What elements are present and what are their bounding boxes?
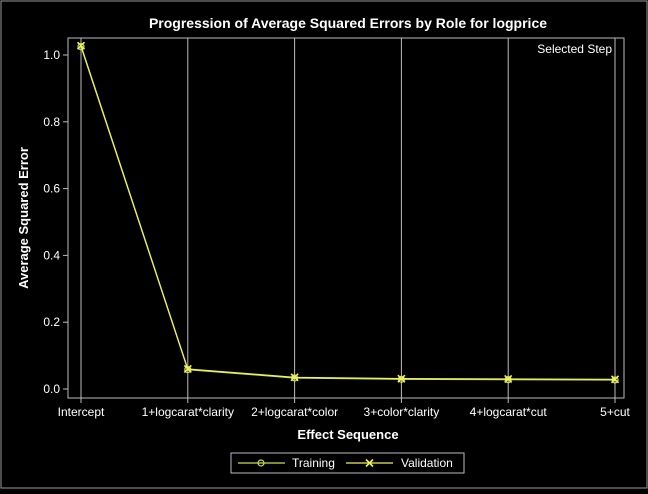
- y-tick-label: 0.6: [43, 182, 60, 196]
- x-marker-stroke: [76, 41, 86, 50]
- x-axis: Intercept 1+logcarat*clarity 2+logcarat*co…: [58, 398, 631, 419]
- data-point-training: [504, 376, 512, 384]
- legend-marker-validation: [365, 458, 374, 468]
- legend-label-training: Training: [292, 456, 335, 470]
- x-tick-label: 1+logcarat*clarity: [142, 405, 234, 419]
- y-tick-label: 0.8: [43, 115, 60, 129]
- data-point-validation: [76, 41, 86, 50]
- data-point-validation: [183, 364, 192, 374]
- legend: Training Validation: [230, 452, 465, 474]
- x-axis-title: Effect Sequence: [297, 427, 398, 442]
- legend-marker-training: [257, 459, 265, 467]
- x-marker-stroke: [183, 364, 192, 374]
- chart-title: Progression of Average Squared Errors by…: [149, 15, 547, 31]
- x-marker-stroke: [290, 373, 299, 382]
- grid-lines: [80, 38, 616, 398]
- data-point-training: [397, 375, 405, 383]
- data-point-validation: [397, 374, 406, 383]
- data-point-validation: [504, 374, 513, 384]
- x-tick-label: 5+cut: [600, 405, 630, 419]
- y-axis: 0.0 0.2 0.4 0.6 0.8 1.0: [43, 48, 68, 396]
- legend-label-validation: Validation: [401, 456, 453, 470]
- y-tick-label: 0.4: [43, 248, 60, 262]
- y-axis-title: Average Squared Error: [16, 147, 31, 289]
- x-marker-stroke: [365, 458, 374, 468]
- x-tick-label: 3+color*clarity: [364, 405, 440, 419]
- data-point-validation: [290, 373, 299, 382]
- x-marker-stroke: [504, 374, 513, 384]
- data-point-validation: [610, 375, 620, 384]
- x-marker-stroke: [610, 375, 620, 384]
- data-point-training: [611, 376, 619, 384]
- x-tick-label: 4+logcarat*cut: [470, 405, 548, 419]
- y-tick-label: 0.2: [43, 315, 60, 329]
- y-tick-label: 1.0: [43, 48, 60, 62]
- series-group: [76, 41, 620, 384]
- selected-step-label: Selected Step: [537, 42, 612, 56]
- series-line-validation: [80, 45, 616, 380]
- data-point-training: [77, 43, 85, 51]
- y-tick-label: 0.0: [43, 382, 60, 396]
- plot-area: [67, 37, 625, 399]
- data-point-training: [291, 374, 299, 382]
- x-tick-label: Intercept: [58, 405, 105, 419]
- x-marker-stroke: [397, 374, 406, 383]
- x-tick-label: 2+logcarat*color: [251, 405, 338, 419]
